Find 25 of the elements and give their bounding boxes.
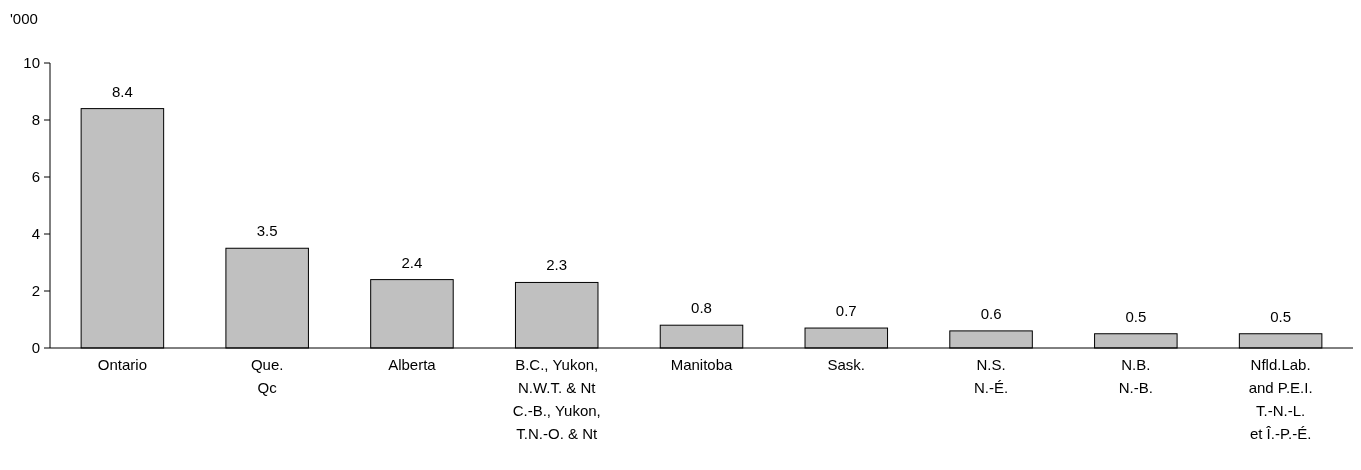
x-tick-label: Alberta [388,356,437,373]
y-tick-label: 8 [31,111,40,129]
data-label: 0.5 [1270,307,1292,325]
x-tick-label: N.S. N.-É. [973,356,1009,396]
x-tick-label: Sask. [827,356,866,373]
data-label: 2.3 [546,256,568,274]
data-label: 2.4 [401,253,423,271]
data-label: 0.6 [980,304,1002,322]
data-label: 0.7 [835,302,857,320]
y-tick-label: 2 [31,282,40,300]
y-axis-title: '000 [10,10,38,27]
y-tick-label: 4 [31,225,40,243]
data-label: 0.5 [1125,307,1147,325]
x-tick-label: N.B. N.-B. [1118,356,1153,396]
x-tick-label: Manitoba [670,356,733,373]
x-tick-label: B.C., Yukon, N.W.T. & Nt C.-B., Yukon, T.N.-O. & Nt [512,356,601,442]
x-tick-label: Que. Qc [250,356,284,396]
x-tick-label: Ontario [97,356,147,373]
y-tick-label: 10 [23,54,40,72]
data-label: 8.4 [111,82,133,100]
y-tick-label: 0 [31,339,40,357]
data-label: 0.8 [691,299,712,317]
x-tick-label: Nfld.Lab. and P.E.I. T.-N.-L. et Î.-P.-É. [1248,356,1313,442]
y-tick-label: 6 [31,168,40,186]
data-label: 3.5 [256,222,278,240]
